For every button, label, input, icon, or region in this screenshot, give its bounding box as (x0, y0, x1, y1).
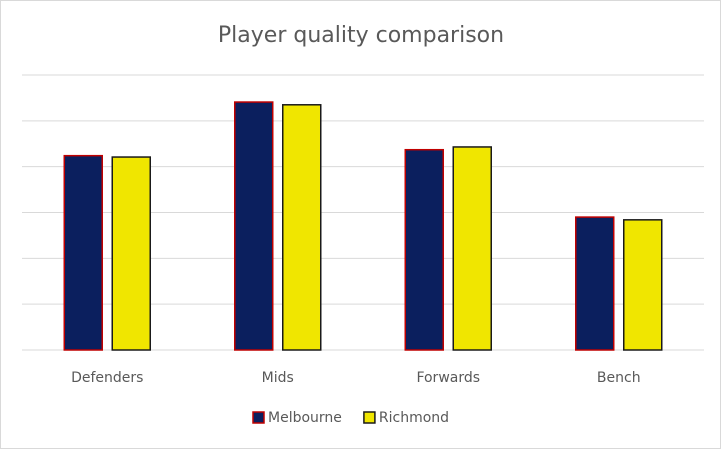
bar (404, 148, 444, 351)
legend-label: Melbourne (268, 410, 342, 426)
legend-swatch (252, 411, 265, 424)
x-tick-label: Defenders (71, 370, 143, 386)
x-tick-label: Forwards (416, 370, 480, 386)
bar (111, 156, 151, 351)
legend-label: Richmond (379, 410, 449, 426)
bar (234, 101, 274, 351)
bar (282, 104, 322, 351)
bar (623, 219, 663, 351)
bar (575, 216, 615, 351)
legend-swatch (363, 411, 376, 424)
bar (63, 154, 103, 351)
bar (452, 146, 492, 351)
x-tick-label: Bench (597, 370, 641, 386)
chart-title: Player quality comparison (218, 23, 504, 48)
x-tick-label: Mids (262, 370, 294, 386)
